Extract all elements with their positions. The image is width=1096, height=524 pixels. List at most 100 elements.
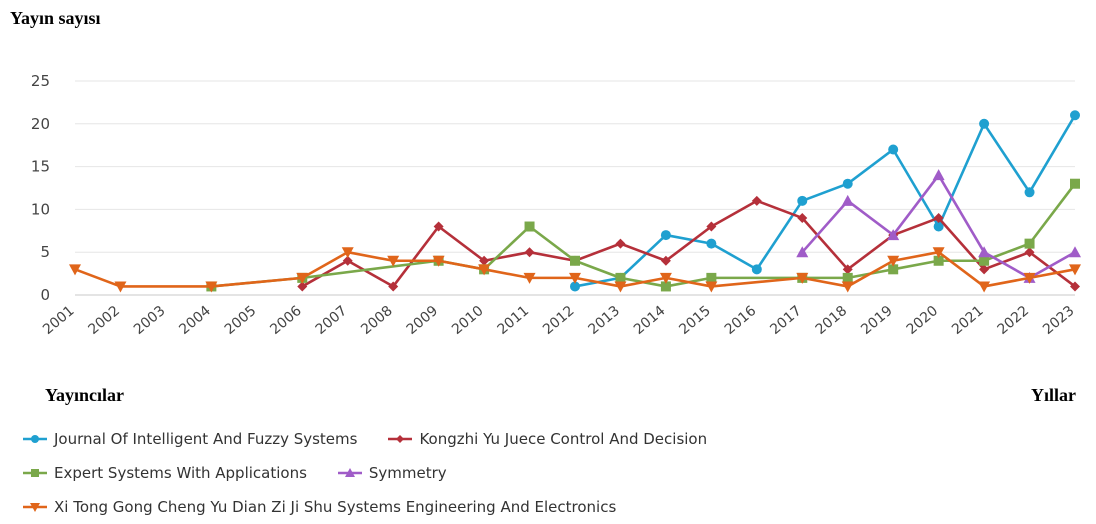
data-point xyxy=(433,221,444,232)
legend-item[interactable]: Kongzhi Yu Juece Control And Decision xyxy=(387,430,707,448)
data-point xyxy=(796,272,809,284)
legend-item[interactable]: Expert Systems With Applications xyxy=(22,464,307,482)
data-point xyxy=(888,264,899,275)
data-point xyxy=(841,281,854,293)
series-lines xyxy=(69,110,1081,293)
data-point xyxy=(888,144,899,155)
y-axis-title: Yayın sayısı xyxy=(10,8,101,28)
data-point xyxy=(478,264,491,276)
data-point xyxy=(1070,110,1080,121)
data-point xyxy=(341,247,354,259)
series-line xyxy=(574,114,1077,288)
data-point xyxy=(524,247,535,258)
series-4 xyxy=(69,247,1081,293)
x-tick-label: 2006 xyxy=(267,303,305,338)
data-point xyxy=(797,195,808,206)
data-point xyxy=(297,281,308,292)
data-point xyxy=(842,178,853,189)
data-point xyxy=(479,255,490,266)
legend-item[interactable]: Journal Of Intelligent And Fuzzy Systems xyxy=(22,430,357,448)
data-point xyxy=(751,195,762,206)
series-line xyxy=(74,250,1076,288)
x-tick-label: 2012 xyxy=(540,303,578,338)
data-point xyxy=(570,255,580,266)
data-point xyxy=(524,221,535,232)
legend-label: Expert Systems With Applications xyxy=(54,464,307,482)
x-tick-label: 2019 xyxy=(858,303,896,338)
y-tick-label: 10 xyxy=(31,200,50,218)
x-tick-label: 2007 xyxy=(313,303,351,338)
legend-marker-icon xyxy=(23,503,47,512)
data-point xyxy=(660,230,671,241)
x-tick-label: 2011 xyxy=(495,303,533,338)
publishers-title: Yayıncılar xyxy=(45,385,124,405)
legend-item[interactable]: Xi Tong Gong Cheng Yu Dian Zi Ji Shu Sys… xyxy=(22,498,616,516)
x-tick-label: 2008 xyxy=(358,303,396,338)
data-point xyxy=(660,255,671,266)
x-tick-label: 2015 xyxy=(676,303,714,338)
data-point xyxy=(841,194,854,206)
data-point xyxy=(569,272,581,284)
data-point xyxy=(387,255,400,267)
data-point xyxy=(388,281,399,292)
data-point xyxy=(1069,246,1081,258)
x-tick-label: 2022 xyxy=(995,303,1033,338)
x-tick-label: 2013 xyxy=(585,303,623,338)
data-point xyxy=(842,264,853,275)
data-point xyxy=(1024,187,1035,198)
data-point xyxy=(615,238,626,249)
data-point xyxy=(1069,264,1081,276)
legend-marker-icon xyxy=(23,435,47,443)
data-point xyxy=(1024,247,1035,258)
y-tick-label: 25 xyxy=(31,72,50,90)
legend-row: Journal Of Intelligent And Fuzzy Systems… xyxy=(22,422,1082,456)
legend-marker xyxy=(344,468,355,477)
data-point xyxy=(797,212,808,223)
data-point xyxy=(933,221,944,232)
x-tick-label: 2003 xyxy=(131,303,169,338)
data-point xyxy=(979,255,990,266)
data-point xyxy=(342,255,353,266)
data-point xyxy=(842,272,853,283)
x-tick-label: 2009 xyxy=(404,303,442,338)
data-point xyxy=(69,264,81,276)
y-tick-label: 20 xyxy=(31,115,50,133)
data-point xyxy=(979,264,990,275)
x-tick-label: 2017 xyxy=(767,303,805,338)
data-point xyxy=(796,246,809,258)
x-tick-label: 2016 xyxy=(722,303,760,338)
data-point xyxy=(615,272,626,283)
data-point xyxy=(659,272,672,284)
legend-label: Journal Of Intelligent And Fuzzy Systems xyxy=(54,430,358,448)
data-point xyxy=(933,255,944,266)
data-point xyxy=(978,281,991,293)
legend: Journal Of Intelligent And Fuzzy Systems… xyxy=(22,422,1082,524)
x-tick-label: 2005 xyxy=(222,303,260,338)
x-tick-label: 2021 xyxy=(949,303,987,338)
data-point xyxy=(932,169,945,181)
series-line xyxy=(211,182,1077,288)
data-point xyxy=(887,255,900,267)
data-point xyxy=(205,281,218,293)
x-tick-label: 2014 xyxy=(631,303,669,338)
data-point xyxy=(1070,178,1080,189)
legend-item[interactable]: Symmetry xyxy=(337,464,447,482)
data-point xyxy=(933,212,944,223)
y-tick-label: 0 xyxy=(40,286,50,304)
data-point xyxy=(1024,238,1035,249)
x-tick-label: 2020 xyxy=(904,303,942,338)
y-tick-labels: 0 5 10 15 20 25 xyxy=(31,72,50,304)
legend-marker xyxy=(30,503,40,512)
x-tick-label: 2004 xyxy=(176,303,214,338)
data-point xyxy=(1070,281,1080,292)
legend-label: Kongzhi Yu Juece Control And Decision xyxy=(419,430,708,448)
series-line xyxy=(301,199,1076,288)
legend-label: Symmetry xyxy=(368,464,447,482)
series-2 xyxy=(206,178,1080,292)
x-tick-label: 2023 xyxy=(1040,303,1078,338)
x-axis-title: Yıllar xyxy=(1031,385,1076,405)
data-point xyxy=(614,281,627,293)
data-point xyxy=(706,221,717,232)
legend-marker xyxy=(31,469,39,477)
